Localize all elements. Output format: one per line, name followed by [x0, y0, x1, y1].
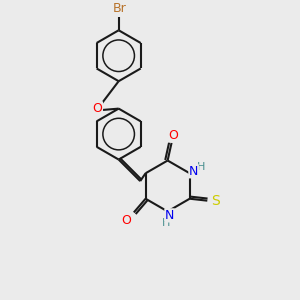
Text: H: H — [197, 162, 206, 172]
Text: S: S — [211, 194, 220, 208]
Text: O: O — [169, 129, 178, 142]
Text: N: N — [165, 209, 174, 222]
Text: H: H — [161, 218, 170, 228]
Text: O: O — [121, 214, 131, 227]
Text: Br: Br — [113, 2, 127, 15]
Text: O: O — [92, 102, 102, 115]
Text: N: N — [189, 165, 198, 178]
